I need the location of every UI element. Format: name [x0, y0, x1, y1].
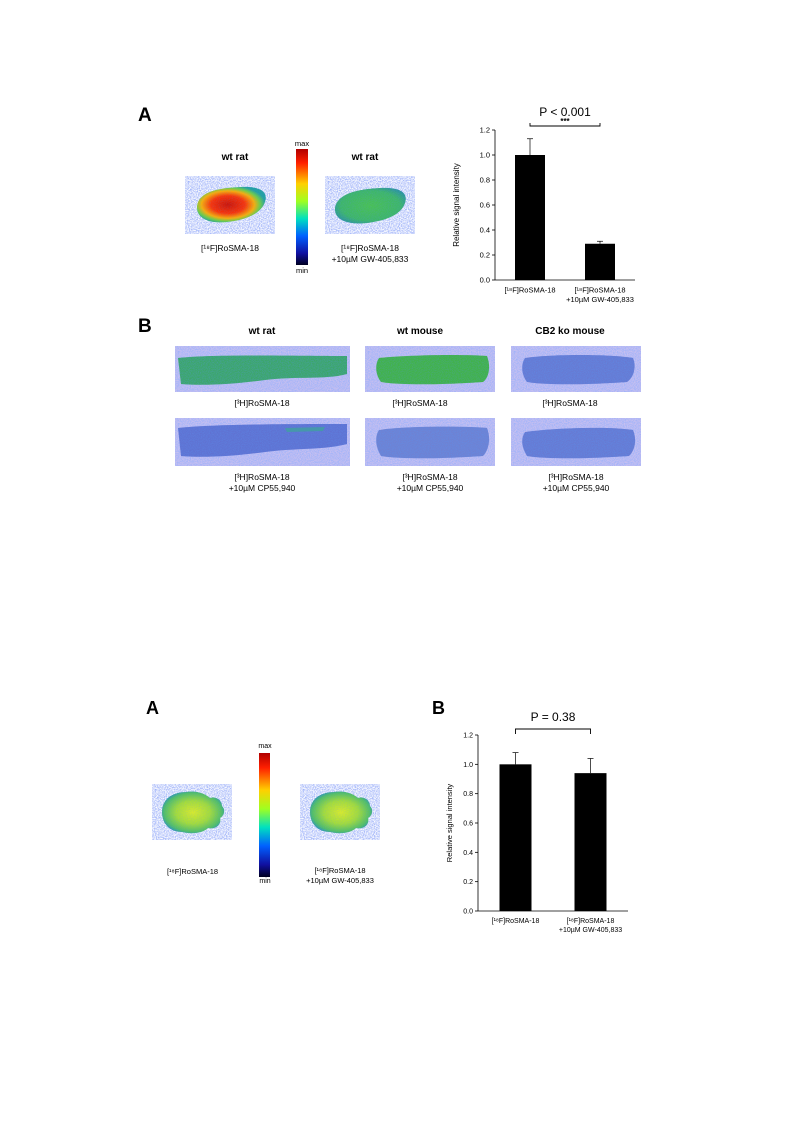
fig1-b-caption-bottom-1-line1: [³H]RoSMA-18	[234, 472, 290, 482]
fig1-b-col-title-wt-rat: wt rat	[248, 326, 276, 337]
fig2-a-right-caption-line2: +10µM GW-405,833	[306, 876, 374, 885]
x-tick-label: +10µM GW-405,833	[566, 295, 634, 304]
fig1-b-caption-bottom-2: [³H]RoSMA-18 +10µM CP55,940	[375, 472, 485, 494]
significance-bracket	[529, 123, 601, 127]
fig1-a-right-caption: [¹⁸F]RoSMA-18 +10µM GW-405,833	[320, 243, 420, 265]
y-axis-label: Relative signal intensity	[445, 784, 454, 863]
fig1-a-right-caption-line1: [¹⁸F]RoSMA-18	[341, 243, 399, 253]
fig1-b-wt-mouse-total	[365, 346, 495, 392]
y-tick-label: 0.6	[480, 201, 490, 210]
y-tick-label: 0.6	[463, 821, 473, 828]
fig1-a-left-caption: [¹⁸F]RoSMA-18	[201, 243, 259, 253]
bar	[585, 243, 615, 280]
fig1-b-caption-bottom-2-line2: +10µM CP55,940	[396, 483, 464, 493]
y-axis-label: Relative signal intensity	[452, 163, 461, 247]
fig1-a-right-caption-line2: +10µM GW-405,833	[331, 254, 409, 264]
fig2-panel-b-letter: B	[432, 698, 445, 718]
fig1-b-caption-top-2: [³H]RoSMA-18	[392, 398, 448, 408]
x-tick-label: +10µM GW-405,833	[559, 927, 622, 934]
y-tick-label: 0.4	[480, 226, 490, 235]
fig2-b-bar-chart: 0.0 0.2 0.4 0.6 0.8 1.0 1.2 Relative signal int…	[445, 710, 628, 934]
x-tick-label: [¹⁸F]RoSMA-18	[504, 286, 555, 295]
y-tick-label: 1.0	[480, 151, 490, 160]
fig2-a-mouse-brain-blocked	[300, 784, 380, 840]
fig1-b-cb2-ko-total	[511, 346, 641, 392]
fig1-b-col-title-cb2-ko: CB2 ko mouse	[535, 326, 605, 337]
fig1-b-col-title-wt-mouse: wt mouse	[396, 326, 444, 337]
y-tick-label: 1.2	[463, 733, 473, 740]
fig1-b-caption-bottom-3-line2: +10µM CP55,940	[542, 483, 610, 493]
y-tick-label: 1.0	[463, 762, 473, 769]
significance-label: P = 0.38	[531, 710, 576, 724]
y-tick-label: 0.4	[463, 850, 473, 857]
fig1-a-left-title: wt rat	[221, 152, 249, 163]
y-tick-label: 0.8	[480, 176, 490, 185]
fig1-b-caption-bottom-3: [³H]RoSMA-18 +10µM CP55,940	[521, 472, 631, 494]
fig1-a-bar-chart: 0.0 0.2 0.4 0.6 0.8 1.0 1.2 Relative signal int…	[452, 105, 635, 304]
fig1-panel-b-letter: B	[138, 316, 152, 337]
y-tick-label: 0.2	[480, 251, 490, 260]
bar	[515, 155, 545, 280]
fig1-a-scale-max: max	[294, 139, 310, 148]
bar	[574, 773, 607, 911]
x-tick-label: [¹⁸F]RoSMA-18	[574, 286, 625, 295]
fig1-b-wt-rat-total	[175, 346, 350, 392]
x-tick-label: [¹⁸F]RoSMA-18	[567, 918, 615, 925]
fig2-a-scale-min: min	[259, 878, 271, 885]
bar	[499, 764, 532, 911]
significance-stars: ***	[560, 117, 570, 126]
y-tick-label: 0.0	[463, 909, 473, 916]
fig1-a-scale-min: min	[295, 266, 309, 275]
fig2-a-color-scale	[259, 753, 270, 877]
y-tick-label: 1.2	[480, 126, 490, 135]
fig2-a-mouse-brain-control	[152, 784, 232, 840]
fig1-panel-a-letter: A	[138, 105, 152, 126]
fig1-a-right-title: wt rat	[351, 152, 379, 163]
fig1-a-rat-image-blocked	[325, 176, 415, 234]
y-tick-label: 0.0	[480, 276, 490, 285]
fig1-b-wt-mouse-blocked	[365, 418, 495, 466]
y-tick-label: 0.8	[463, 791, 473, 798]
significance-bracket	[515, 728, 591, 734]
fig1-b-caption-bottom-1-line2: +10µM CP55,940	[228, 483, 296, 493]
fig1-b-caption-bottom-3-line1: [³H]RoSMA-18	[548, 472, 604, 482]
fig2-a-right-caption: [¹⁸F]RoSMA-18 +10µM GW-405,833	[290, 866, 390, 886]
fig1-b-wt-rat-blocked	[175, 418, 350, 466]
fig1-b-caption-top-1: [³H]RoSMA-18	[234, 398, 290, 408]
significance-label: P < 0.001	[539, 105, 591, 119]
fig1-b-caption-top-3: [³H]RoSMA-18	[542, 398, 598, 408]
fig2-a-scale-max: max	[258, 743, 272, 750]
fig1-b-caption-bottom-1: [³H]RoSMA-18 +10µM CP55,940	[207, 472, 317, 494]
fig2-panel-a-letter: A	[146, 698, 159, 718]
x-tick-label: [¹⁸F]RoSMA-18	[492, 918, 540, 925]
fig2-a-right-caption-line1: [¹⁸F]RoSMA-18	[314, 866, 366, 875]
fig1-b-caption-bottom-2-line1: [³H]RoSMA-18	[402, 472, 458, 482]
y-tick-label: 0.2	[463, 879, 473, 886]
fig1-b-cb2-ko-blocked	[511, 418, 641, 466]
fig1-a-rat-image-control	[185, 176, 275, 234]
fig1-a-color-scale	[296, 149, 308, 265]
fig2-a-left-caption: [¹⁸F]RoSMA-18	[166, 867, 219, 876]
